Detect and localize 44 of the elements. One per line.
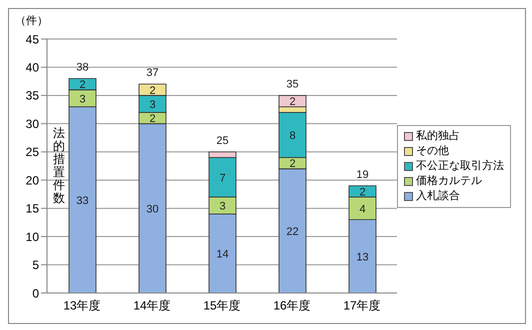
data-label: 14 [216,248,229,260]
data-label: 7 [219,172,226,184]
data-label: 22 [286,226,299,238]
total-label: 35 [286,78,299,90]
data-label: 2 [289,158,296,170]
y-tick-label: 35 [26,88,40,103]
legend-label: 価格カルテル [415,174,483,188]
total-label: 38 [76,62,89,74]
x-tick-label: 17年度 [343,298,381,313]
total-label: 37 [146,67,159,80]
x-tick-label: 14年度 [133,298,171,313]
y-tick-label: 30 [26,116,40,131]
total-label: 25 [216,134,229,147]
text: （件） [15,14,48,28]
data-label: 2 [79,79,86,92]
data-label: 33 [76,194,89,207]
x-tick-label: 13年度 [63,298,101,313]
y-tick-label: 5 [32,258,40,272]
data-label: 8 [289,130,296,142]
data-label: 4 [359,203,366,216]
data-label: 3 [219,200,226,213]
y-tick-label: 40 [26,60,40,74]
data-label: 2 [149,84,156,97]
total-label: 19 [356,168,369,181]
data-label: 2 [359,186,366,198]
legend-label: 不公正な取引方法 [415,158,504,174]
y-tick-label: 25 [26,145,40,160]
data-label: 3 [149,98,156,111]
x-tick-label: 16年度 [273,298,311,313]
legend-label: その他 [415,144,450,158]
y-tick-label: 20 [26,173,40,188]
y-tick-label: 10 [26,230,40,244]
data-label: 2 [149,113,156,126]
y-tick-label: 15 [26,202,40,216]
data-label: 30 [146,203,159,216]
data-label: 13 [356,251,369,264]
legend-label: 私的独占 [415,128,461,144]
data-label: 2 [289,96,296,108]
data-label: 3 [79,93,86,106]
x-tick-label: 15年度 [203,298,241,313]
y-tick-label: 45 [26,32,40,46]
y-tick-label: 0 [32,286,40,300]
y-axis-title: 法的措置件数 [53,126,65,205]
legend-label: 入札談合 [415,188,461,204]
